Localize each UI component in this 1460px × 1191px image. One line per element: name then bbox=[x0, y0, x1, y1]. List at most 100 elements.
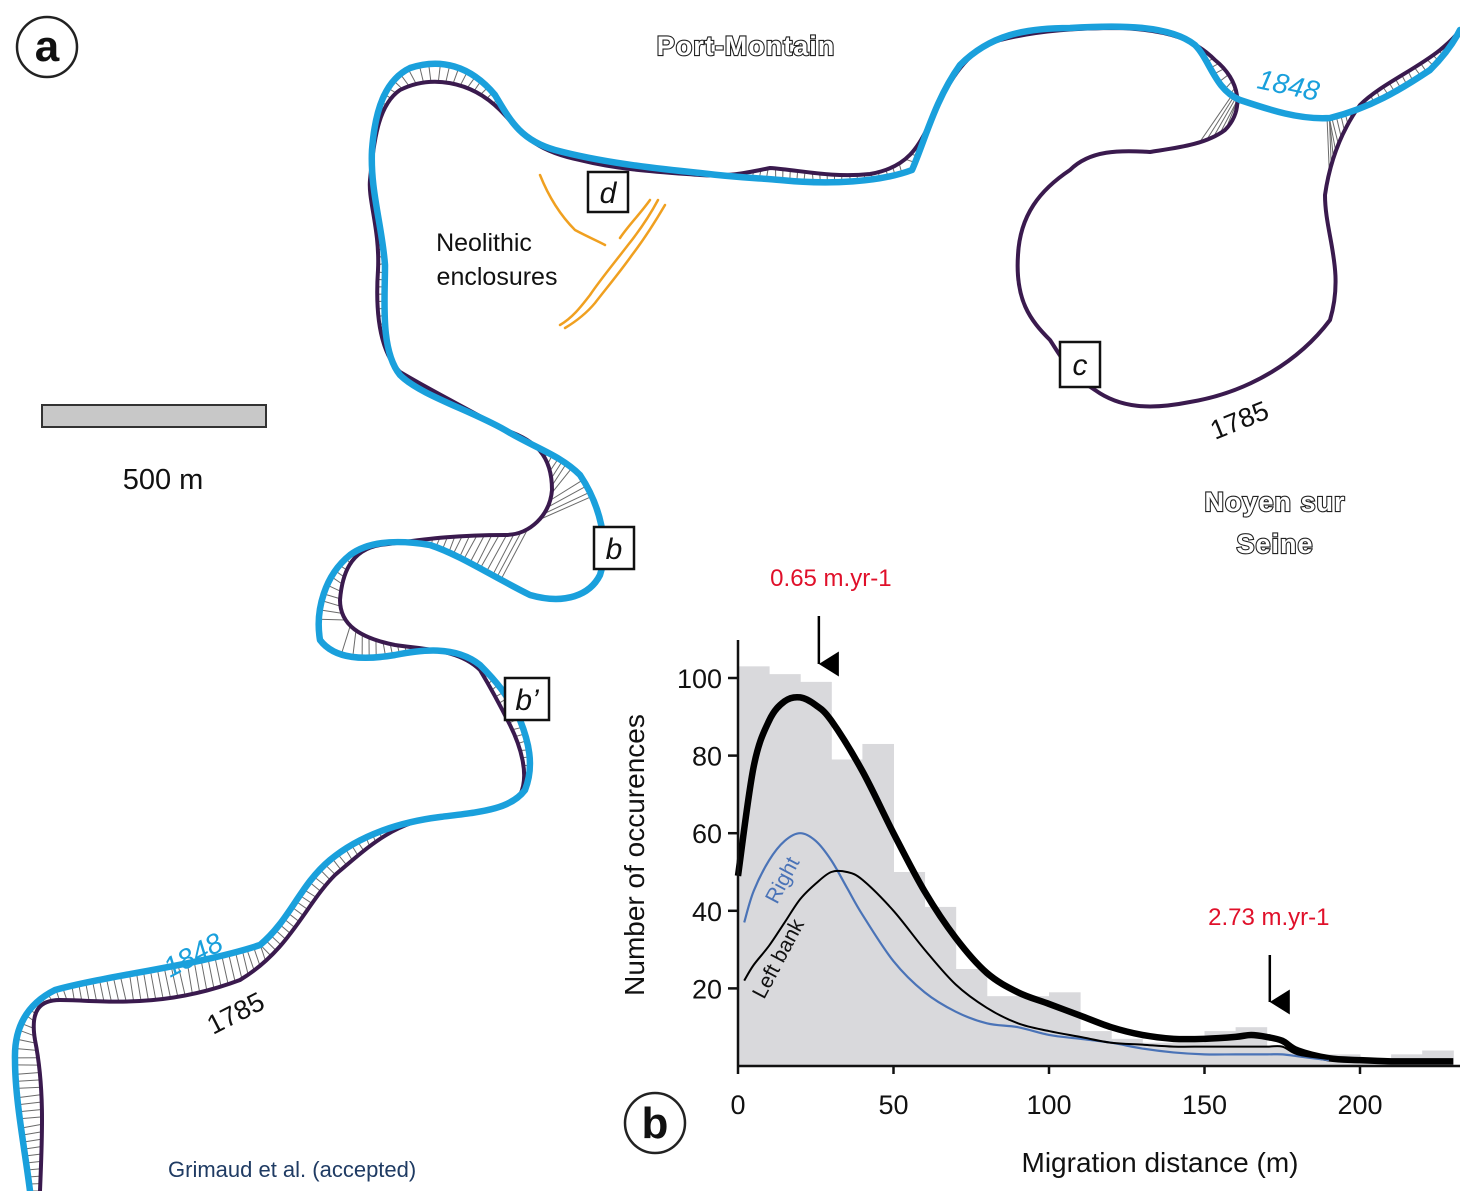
site-d: d bbox=[586, 170, 630, 214]
hatch-line bbox=[241, 950, 249, 975]
hatch-line bbox=[1212, 97, 1237, 138]
hatch-line bbox=[177, 964, 186, 996]
panel-a-badge bbox=[15, 15, 79, 79]
rate-annotation-label: 2.73 m.yr-1 bbox=[1208, 904, 1329, 931]
credit-text: Grimaud et al. (accepted) bbox=[168, 1157, 416, 1182]
hatch-line bbox=[235, 952, 243, 979]
hatch-line bbox=[142, 971, 149, 1001]
hatch-line bbox=[485, 534, 508, 573]
hatch-line bbox=[17, 1094, 42, 1099]
town-noyen-sur: Noyen sur bbox=[1204, 487, 1345, 517]
neolithic-enclosures-traces bbox=[538, 173, 667, 330]
hatch-line bbox=[452, 535, 463, 555]
hatch-line bbox=[1326, 118, 1330, 173]
hatch-line bbox=[340, 625, 351, 655]
hatch-line bbox=[1328, 117, 1337, 152]
site-b: b bbox=[592, 525, 636, 571]
town-seine: Seine bbox=[1236, 529, 1313, 559]
site-c-label: c bbox=[1073, 349, 1088, 382]
channel-1848 bbox=[11, 23, 1460, 1191]
hatch-line bbox=[170, 966, 179, 997]
hatch-line bbox=[551, 467, 573, 494]
hatch-line bbox=[186, 963, 193, 995]
hatch-line bbox=[492, 533, 515, 576]
hatch-line bbox=[112, 977, 120, 1002]
hatch-line bbox=[496, 531, 522, 578]
site-b-label: b bbox=[606, 533, 623, 566]
density-curve-left-bank bbox=[743, 869, 1330, 1061]
hatch-line bbox=[92, 981, 98, 1002]
site-c: c bbox=[1058, 340, 1102, 389]
hatch-line bbox=[550, 460, 563, 479]
hatch-line bbox=[207, 958, 215, 989]
hatch-line bbox=[105, 978, 112, 1002]
hatch-line bbox=[1219, 98, 1239, 134]
histogram-bar bbox=[986, 996, 1019, 1066]
hatch-line bbox=[99, 979, 105, 1002]
y-tick-label: 100 bbox=[677, 664, 722, 694]
density-curve-right-bank bbox=[743, 832, 1330, 1062]
hatch-line bbox=[253, 946, 261, 967]
hatch-line bbox=[543, 491, 591, 515]
hatch-line bbox=[15, 1079, 41, 1082]
hatch-line bbox=[16, 1086, 42, 1089]
histogram-bar bbox=[893, 872, 926, 1066]
hatch-line bbox=[500, 528, 529, 580]
histogram-bar bbox=[769, 674, 801, 1066]
hatch-line bbox=[228, 953, 236, 982]
hatch-line bbox=[547, 485, 587, 508]
y-tick-label: 40 bbox=[692, 897, 722, 927]
hatch-line bbox=[156, 968, 164, 1000]
histogram-bar bbox=[1297, 1054, 1330, 1066]
hatch-line bbox=[21, 1131, 43, 1136]
x-tick-label: 150 bbox=[1182, 1090, 1227, 1120]
x-tick-label: 0 bbox=[730, 1090, 745, 1120]
site-d-label: d bbox=[600, 177, 618, 210]
histogram-bar bbox=[1142, 1042, 1174, 1066]
hatch-line bbox=[319, 609, 343, 614]
hatch-line bbox=[551, 463, 567, 487]
hatch-line bbox=[149, 970, 157, 1000]
hatch-line bbox=[163, 967, 172, 999]
hatch-line bbox=[20, 1123, 43, 1129]
x-axis-ticks: 0 50 100 150 200 bbox=[730, 1066, 1383, 1120]
hatch-line bbox=[1331, 117, 1339, 145]
hatch-line bbox=[246, 948, 255, 971]
label-1848-left: 1848 bbox=[158, 926, 228, 983]
hatch-line bbox=[200, 960, 208, 991]
hatch-line bbox=[18, 1108, 42, 1113]
hatch-line bbox=[17, 1101, 42, 1106]
label-1785-right: 1785 bbox=[1206, 395, 1273, 445]
town-port-montain: Port-Montain bbox=[657, 31, 835, 61]
scale-bar-label: 500 m bbox=[123, 464, 204, 496]
scale-bar bbox=[41, 404, 267, 428]
hatch-line bbox=[15, 1047, 37, 1051]
hatch-line bbox=[463, 535, 478, 560]
hatch-line bbox=[15, 1071, 40, 1075]
hatch-line bbox=[193, 961, 201, 993]
density-curves bbox=[734, 693, 1454, 1065]
hatch-line bbox=[321, 600, 341, 607]
hatch-line bbox=[119, 975, 127, 1002]
hatch-line bbox=[19, 1116, 43, 1120]
y-tick-label: 60 bbox=[692, 819, 722, 849]
x-tick-label: 100 bbox=[1026, 1090, 1071, 1120]
hatch-line bbox=[1328, 117, 1334, 159]
hatch-line bbox=[469, 535, 485, 564]
panel-a-letter: a bbox=[35, 22, 60, 71]
x-tick-label: 50 bbox=[878, 1090, 908, 1120]
site-b-prime-label: b’ bbox=[515, 684, 540, 717]
histogram-bar bbox=[831, 759, 863, 1066]
hatch-line bbox=[458, 535, 471, 558]
hatch-line bbox=[129, 974, 135, 1002]
hatch-line bbox=[1206, 96, 1235, 141]
panel-b-letter: b bbox=[642, 1099, 669, 1148]
histogram-bar bbox=[1080, 1031, 1112, 1066]
label-1848-top: 1848 bbox=[1255, 64, 1323, 107]
density-curve-total bbox=[734, 693, 1454, 1065]
y-tick-label: 80 bbox=[692, 742, 722, 772]
histogram-bars bbox=[738, 666, 1454, 1066]
panel-b-badge bbox=[623, 1091, 687, 1155]
hatch-line bbox=[318, 618, 346, 621]
